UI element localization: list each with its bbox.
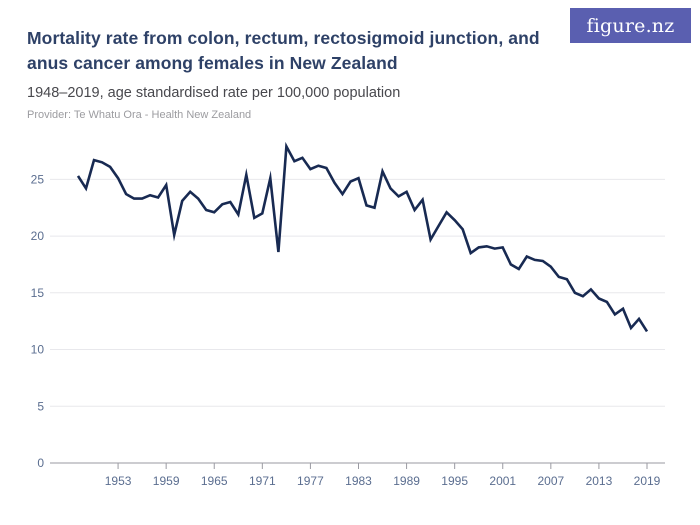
x-axis-tick-label: 2019 — [634, 474, 661, 488]
x-axis-tick-label: 1965 — [201, 474, 228, 488]
x-axis-tick-label: 1959 — [153, 474, 180, 488]
x-axis-tick-label: 1989 — [393, 474, 420, 488]
mortality-rate-line — [76, 141, 649, 333]
chart-header: Mortality rate from colon, rectum, recto… — [27, 26, 579, 121]
chart-title: Mortality rate from colon, rectum, recto… — [27, 28, 540, 73]
chart-subtitle: 1948–2019, age standardised rate per 100… — [27, 85, 401, 101]
y-axis-tick-label: 20 — [31, 229, 45, 243]
y-axis-tick-label: 5 — [37, 399, 44, 413]
y-axis-tick-label: 15 — [31, 286, 45, 300]
x-axis-tick-label: 1977 — [297, 474, 324, 488]
provider-attribution: Provider: Te Whatu Ora - Health New Zeal… — [27, 109, 252, 121]
x-axis-tick-label: 1983 — [345, 474, 372, 488]
y-axis-tick-label: 0 — [37, 456, 44, 470]
y-axis-tick-label: 10 — [31, 343, 45, 357]
x-axis-tick-label: 1953 — [105, 474, 132, 488]
x-axis-tick-label: 2007 — [537, 474, 564, 488]
figurenz-logo[interactable]: figure.nz — [570, 8, 691, 43]
x-axis-tick-label: 1995 — [441, 474, 468, 488]
y-axis-tick-label: 25 — [31, 172, 45, 186]
x-axis-tick-label: 2001 — [489, 474, 516, 488]
figurenz-logo-text: figure.nz — [586, 14, 675, 37]
x-axis-tick-label: 2013 — [586, 474, 613, 488]
x-axis-tick-label: 1971 — [249, 474, 276, 488]
